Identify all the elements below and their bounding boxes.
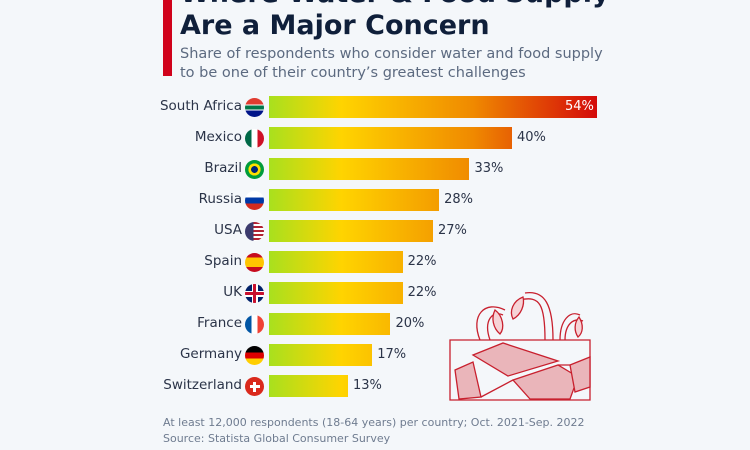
mexico-flag-icon <box>245 129 264 148</box>
category-label: Brazil <box>204 160 242 176</box>
bar <box>269 282 403 304</box>
category-label: Germany <box>179 346 242 362</box>
data-label: 54% <box>565 99 594 114</box>
bar-row: Brazil 33% <box>0 158 750 180</box>
bar-row: USA 27% <box>0 220 750 242</box>
category-label: UK <box>223 284 242 300</box>
data-label: 28% <box>444 192 473 207</box>
drought-plants-cracked-soil-icon <box>449 292 591 401</box>
russia-flag-icon <box>245 191 264 210</box>
category-label: Russia <box>198 191 242 207</box>
brazil-flag-icon <box>245 160 264 179</box>
chart-title: Where Water & Food SupplyAre a Major Con… <box>180 0 610 42</box>
category-label: USA <box>214 222 242 238</box>
data-label: 27% <box>438 223 467 238</box>
category-label: Switzerland <box>163 377 242 393</box>
data-label: 17% <box>377 347 407 362</box>
usa-flag-icon <box>245 222 264 241</box>
bar <box>269 220 433 242</box>
bar <box>269 158 470 180</box>
category-label: France <box>197 315 242 331</box>
bar <box>269 313 391 335</box>
bar-row: Spain 22% <box>0 251 750 273</box>
bar <box>269 96 597 118</box>
data-label: 22% <box>407 254 437 269</box>
category-label: Spain <box>204 253 242 269</box>
bar-row: Switzerland 13% <box>0 375 750 397</box>
category-label: South Africa <box>159 98 242 114</box>
bar <box>269 127 512 149</box>
bar <box>269 344 373 366</box>
chart-subtitle: Share of respondents who consider water … <box>180 45 640 83</box>
bar-row: Mexico 40% <box>0 127 750 149</box>
france-flag-icon <box>245 315 264 334</box>
bar <box>269 189 440 211</box>
bar-row: Germany 17% <box>0 344 750 366</box>
category-label: Mexico <box>194 129 242 145</box>
bar <box>269 251 403 273</box>
switzerland-flag-icon <box>245 377 264 396</box>
title-line-2: Are a Major Concern <box>180 10 490 41</box>
bar-row: France 20% <box>0 313 750 335</box>
data-label: 40% <box>516 130 546 145</box>
source-note: Source: Statista Global Consumer Survey <box>163 432 391 445</box>
subtitle-line-1: Share of respondents who consider water … <box>180 46 603 62</box>
south-africa-flag-icon <box>245 98 264 117</box>
bar-row: UK 22% <box>0 282 750 304</box>
data-label: 33% <box>474 161 504 176</box>
subtitle-line-2: to be one of their country’s greatest ch… <box>180 65 526 81</box>
title-accent-bar <box>163 0 172 76</box>
bar <box>269 375 348 397</box>
footnote: At least 12,000 respondents (18-64 years… <box>163 416 585 429</box>
data-label: 13% <box>352 378 382 393</box>
germany-flag-icon <box>245 346 264 365</box>
data-label: 22% <box>407 285 437 300</box>
uk-flag-icon <box>245 284 264 303</box>
bar-row: South Africa 54% <box>0 96 750 118</box>
bar-row: Russia 28% <box>0 189 750 211</box>
spain-flag-icon <box>245 253 264 272</box>
title-line-1: Where Water & Food Supply <box>180 0 610 9</box>
data-label: 20% <box>395 316 425 331</box>
